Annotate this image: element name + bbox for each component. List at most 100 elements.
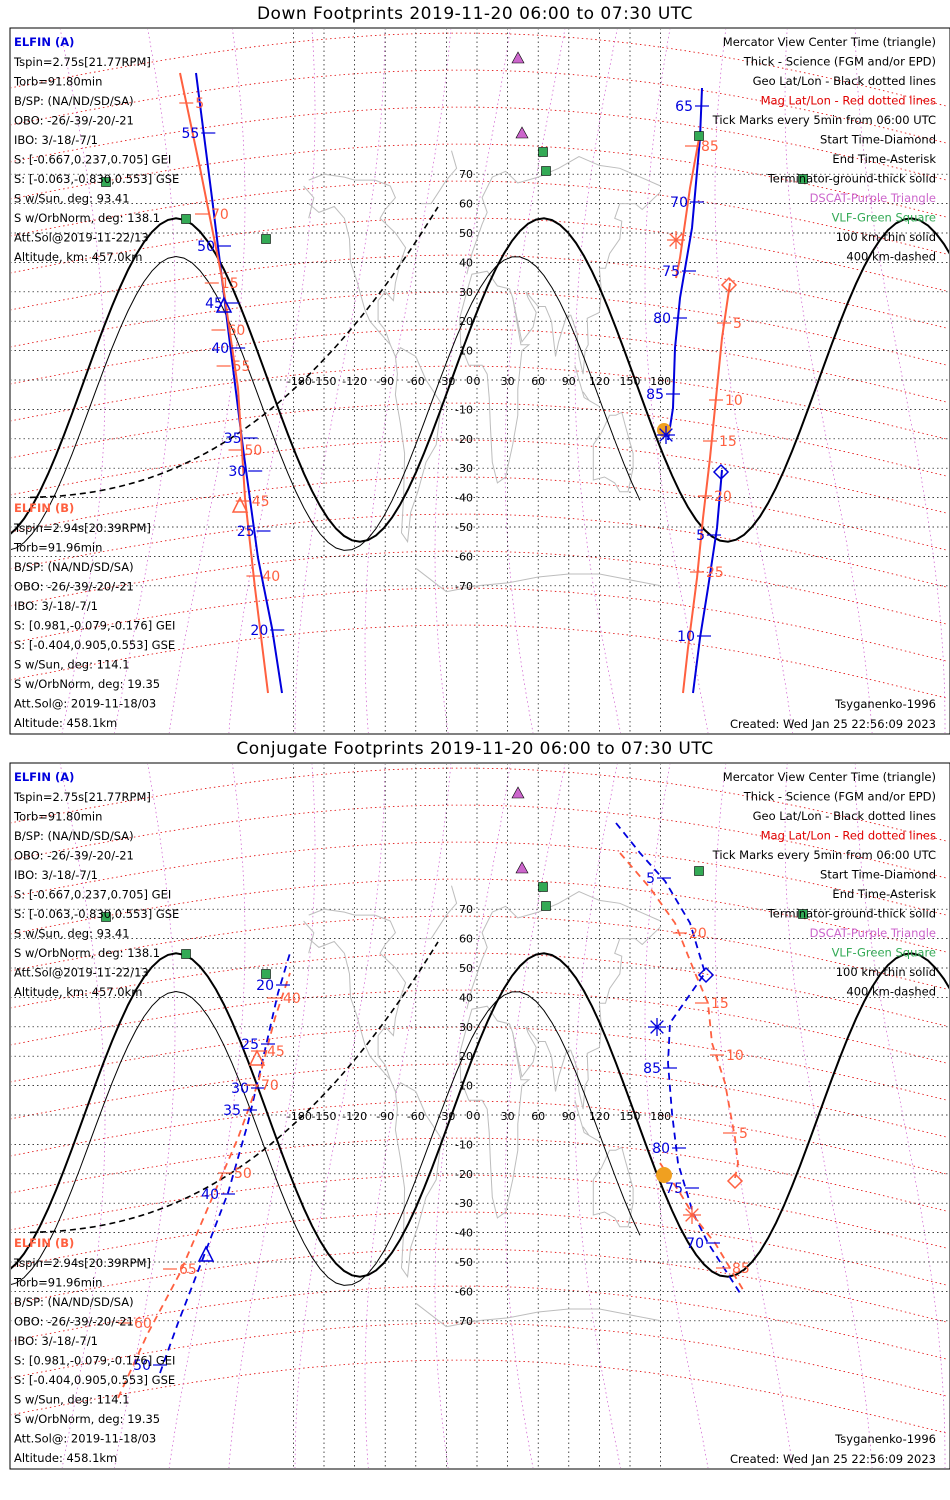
legend-entry: Geo Lat/Lon - Black dotted lines: [753, 809, 936, 823]
elfin-b-track-east-south: [682, 282, 731, 694]
mag-longitude-line: [784, 764, 873, 1468]
mag-longitude-line: [294, 29, 386, 733]
vlf-square: [694, 866, 704, 876]
lon-tick-label: -180: [287, 1110, 312, 1123]
mag-latitude-line: [11, 587, 947, 662]
lon-tick-label: 0: [474, 375, 481, 388]
legend-entry: Tick Marks every 5min from 06:00 UTC: [712, 113, 936, 127]
center-time-triangle: [197, 1245, 215, 1262]
elfin-a-info-line: B/SP: (NA/ND/SD/SA): [14, 829, 134, 843]
lat-tick-label: 10: [459, 345, 473, 358]
terminator-400km: [29, 941, 439, 1234]
mag-longitude-line: [364, 764, 452, 1468]
lat-tick-label: 60: [459, 198, 473, 211]
elfin-a-info-line: S w/OrbNorm, deg: 138.1: [14, 946, 160, 960]
trace-time-label: 15: [711, 996, 729, 1012]
mag-longitude-line: [714, 764, 794, 1468]
trace-time-label: 50: [133, 1358, 151, 1374]
trace-time-label: 10: [726, 1048, 744, 1064]
trace-time-label: 40: [283, 991, 301, 1007]
lat-tick-label: -70: [455, 580, 473, 593]
trace-time-label: 65: [675, 99, 693, 115]
lon-tick-label: 150: [620, 1110, 641, 1123]
model-label: Tsyganenko-1996: [834, 697, 936, 711]
coastline: [308, 203, 391, 346]
trace-time-label: 25: [237, 524, 255, 540]
mag-latitude-line: [11, 513, 947, 588]
mag-longitude-line: [228, 29, 316, 733]
legend-entry: Geo Lat/Lon - Black dotted lines: [753, 74, 936, 88]
lat-tick-label: 0: [466, 374, 473, 387]
legend-entry: Thick - Science (FGM and/or EPD): [743, 55, 936, 69]
elfin-b-info-line: IBO: 3/-18/-7/1: [14, 599, 98, 613]
mag-latitude-line: [11, 878, 947, 953]
mag-latitude-line: [11, 1026, 947, 1101]
vlf-square: [181, 214, 191, 224]
mag-latitude-line: [11, 767, 947, 842]
mag-latitude-line: [11, 1211, 947, 1286]
elfin-b-info-line: S w/Sun, deg: 114.1: [14, 1393, 130, 1407]
lon-tick-label: -150: [312, 375, 337, 388]
trace-time-label: 20: [714, 489, 732, 505]
lon-tick-label: 180: [650, 1110, 671, 1123]
coastline: [303, 920, 315, 954]
lon-tick-label: 60: [531, 1110, 545, 1123]
trace-time-label: 5: [195, 96, 204, 112]
lon-tick-label: 180: [650, 375, 671, 388]
legend-entry: Mag Lat/Lon - Red dotted lines: [761, 829, 936, 843]
trace-time-label: 75: [662, 264, 680, 280]
elfin-b-info-line: B/SP: (NA/ND/SD/SA): [14, 560, 134, 574]
elfin-b-info-line: Torb=91.96min: [13, 1276, 102, 1290]
mag-latitude-line: [11, 365, 947, 440]
trace-time-label: 40: [262, 569, 280, 585]
trace-time-label: 60: [134, 1316, 152, 1332]
elfin-a-info-line: Torb=91.80min: [13, 810, 102, 824]
elfin-a-track-west: [159, 952, 291, 1374]
lat-tick-label: 50: [459, 962, 473, 975]
coastline: [466, 156, 661, 275]
coastline: [592, 411, 634, 493]
coastline: [394, 1082, 442, 1279]
conjugate-panel: -180 -150 -120 -90 -60 -30 0 30 60 90 120 150 180706…: [9, 762, 950, 1470]
mag-latitude-line: [11, 1137, 947, 1212]
vlf-square: [101, 912, 111, 922]
trace-time-label: 30: [231, 1081, 249, 1097]
vlf-square: [541, 166, 551, 176]
end-time-asterisk: [685, 1208, 699, 1222]
mag-latitude-line: [11, 915, 947, 990]
mag-latitude-line: [11, 1174, 947, 1249]
lon-tick-label: -120: [342, 1110, 367, 1123]
coastline: [574, 365, 600, 407]
end-time-asterisk: [650, 1020, 664, 1034]
elfin-a-info-line: Att.Sol@2019-11-22/13: [14, 966, 149, 980]
elfin-b-info-line: Tspin=2.94s[20.39RPM]: [13, 1256, 151, 1270]
trace-time-label: 70: [670, 195, 688, 211]
coastline: [415, 1302, 661, 1328]
created-timestamp: Created: Wed Jan 25 22:56:09 2023: [730, 1452, 936, 1466]
lat-tick-label: 10: [459, 1080, 473, 1093]
conjugate-panel-title: Conjugate Footprints 2019-11-20 06:00 to…: [236, 739, 714, 759]
mag-longitude-line: [854, 764, 946, 1468]
elfin-a-info-line: OBO: -26/-39/-20/-21: [14, 114, 134, 128]
trace-time-label: 20: [256, 978, 274, 994]
lat-tick-label: -50: [455, 521, 473, 534]
elfin-a-info-line: S: [-0.063,-0.830,0.553] GSE: [14, 907, 179, 921]
created-timestamp: Created: Wed Jan 25 22:56:09 2023: [730, 717, 936, 731]
mag-longitude-line: [574, 29, 621, 733]
center-time-triangle: [231, 496, 249, 513]
elfin-a-info-line: S w/OrbNorm, deg: 138.1: [14, 211, 160, 225]
coastline: [308, 908, 407, 1092]
elfin-b-info-line: S: [-0.404,0.905,0.553] GSE: [14, 1373, 175, 1387]
legend-entry: Mercator View Center Time (triangle): [723, 35, 936, 49]
vlf-square: [538, 147, 548, 157]
mag-latitude-line: [11, 106, 947, 181]
trace-time-label: 55: [233, 359, 251, 375]
mag-latitude-line: [11, 291, 947, 366]
legend-entry: End Time-Asterisk: [832, 887, 936, 901]
vlf-square: [798, 909, 808, 919]
elfin-b-info-line: S: [0.981,-0.079,-0.176] GEI: [14, 1354, 175, 1368]
trace-time-label: 50: [245, 443, 263, 459]
legend-entry: 100 km-thin solid: [836, 965, 936, 979]
trace-time-label: 5: [646, 871, 655, 887]
lat-tick-label: -30: [455, 462, 473, 475]
